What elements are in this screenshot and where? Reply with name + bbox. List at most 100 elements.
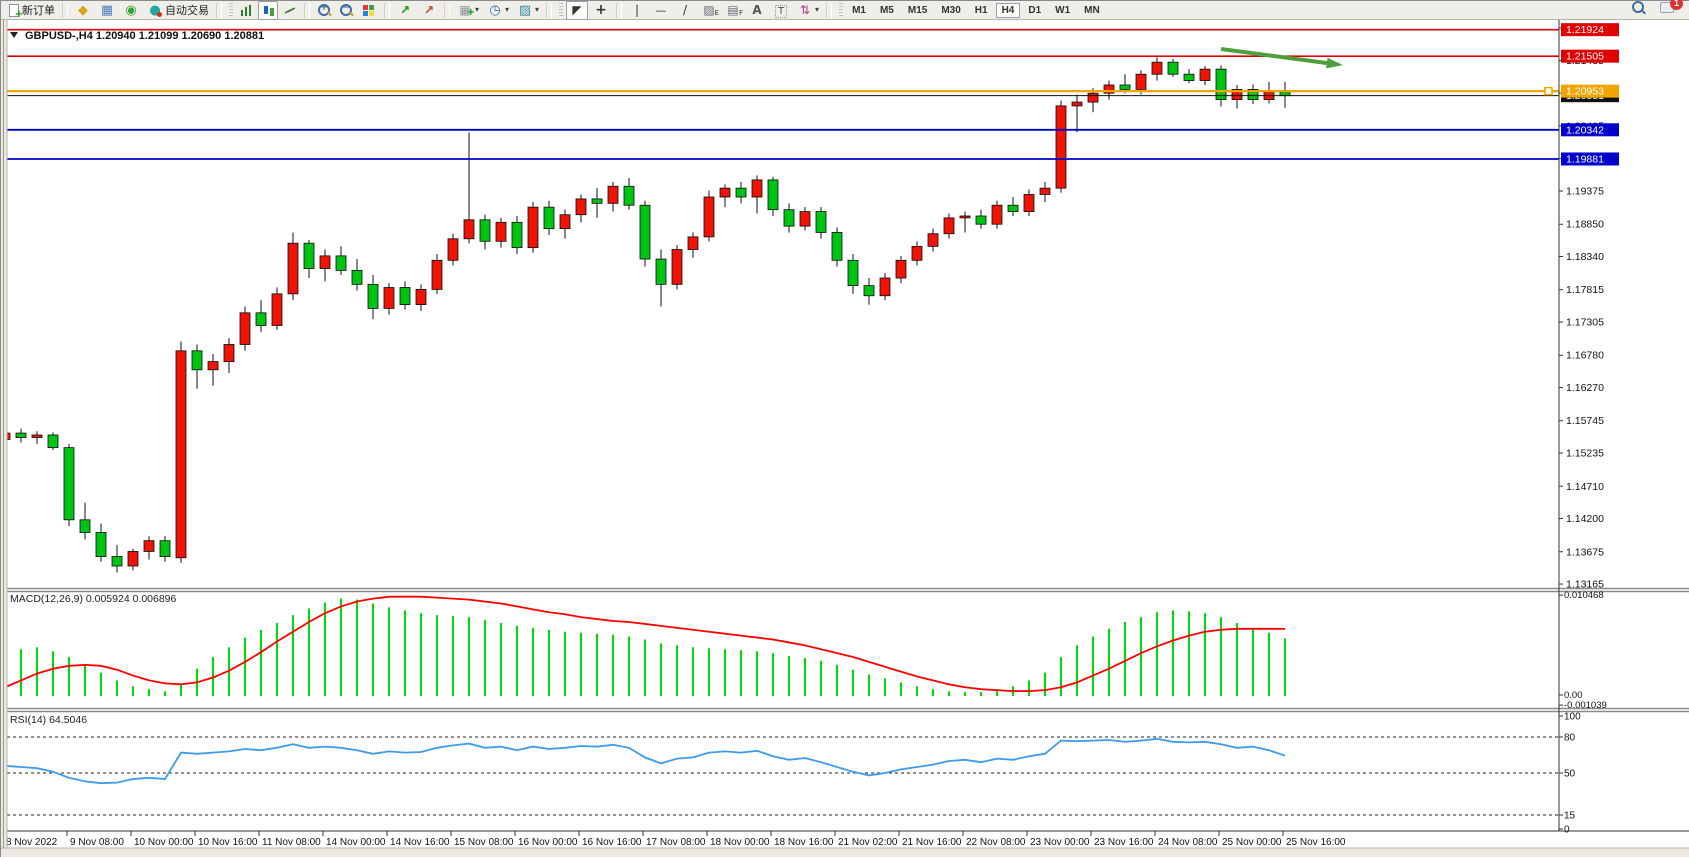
resistance-lower-price-badge (1561, 49, 1619, 63)
pane-separator[interactable] (1, 587, 1689, 593)
toolbar-group-dropdowns: ▾ ▾ ▾ (454, 1, 542, 20)
candle-body (255, 312, 267, 326)
bar-chart-mode-button[interactable] (236, 1, 256, 20)
search-icon (1630, 0, 1646, 15)
candle-body (479, 219, 491, 242)
new-order-button[interactable]: 新订单 (5, 0, 58, 20)
order-line-marker[interactable] (1544, 86, 1553, 96)
search-button[interactable] (1630, 0, 1646, 20)
fibonacci-icon (725, 3, 743, 21)
candle-body (543, 206, 555, 230)
candle-body (111, 556, 123, 567)
timeframe-mn-button[interactable]: MN (1084, 4, 1100, 16)
timeframe-h4-button[interactable]: H4 (995, 2, 1021, 18)
rsi-axis-label: 100 (1564, 712, 1581, 723)
candle-body (863, 285, 875, 297)
zoom-in-icon: + (317, 3, 331, 18)
candle-body (399, 287, 411, 306)
notifications-button[interactable]: 1 (1660, 0, 1683, 20)
candle-body (1167, 61, 1179, 75)
timeframe-d1-button[interactable]: D1 (1028, 4, 1042, 16)
time-axis-label: 16 Nov 00:00 (518, 837, 578, 848)
toolbar-right: 1 (1630, 0, 1683, 20)
cursor-button[interactable] (566, 0, 589, 20)
candle-body (431, 259, 443, 290)
toolbar-separator (444, 2, 450, 18)
toolbar-grip (559, 3, 564, 17)
time-axis-label: 21 Nov 16:00 (902, 837, 962, 848)
toolbar-group-panels: 自动交易 (72, 0, 212, 20)
text-label-button[interactable] (770, 1, 792, 20)
trendline-button[interactable] (674, 1, 696, 20)
tile-windows-button[interactable] (358, 1, 380, 20)
candle-body (591, 198, 603, 204)
equidistant-channel-button[interactable] (698, 1, 720, 21)
new-order-icon (8, 3, 23, 20)
arrow-objects-button[interactable]: ▾ (794, 1, 822, 20)
time-axis: 8 Nov 2022 9 Nov 08:00 10 Nov 00:00 10 Nov … (1, 830, 1689, 848)
trendline-icon (677, 3, 693, 18)
templates-icon (517, 3, 533, 18)
time-axis-label: 25 Nov 00:00 (1222, 837, 1282, 848)
fibonacci-button[interactable] (722, 1, 744, 21)
candle-chart-mode-button[interactable] (258, 0, 278, 20)
zoom-out-button[interactable]: − (336, 1, 356, 20)
candle-body (95, 532, 107, 557)
symbol-dropdown-icon[interactable] (10, 32, 18, 38)
candle-body (1279, 91, 1291, 97)
templates-dropdown-caret[interactable]: ▾ (535, 5, 540, 14)
time-axis-label: 22 Nov 08:00 (966, 837, 1026, 848)
candlestick-series (0, 57, 1291, 573)
indicators-icon (397, 3, 413, 18)
timeframe-w1-button[interactable]: W1 (1055, 4, 1071, 16)
navigator-button[interactable] (120, 1, 142, 20)
candle-body (927, 233, 939, 247)
macd-axis-label: -0.001039 (1564, 700, 1607, 711)
line-chart-mode-button[interactable] (280, 1, 300, 20)
market-watch-button[interactable] (72, 1, 94, 20)
candle-body (847, 259, 859, 287)
toolbar-group-indicators (394, 1, 440, 20)
trend-arrow[interactable] (1220, 47, 1343, 69)
candle-body (879, 277, 891, 297)
horizontal-line-button[interactable] (650, 1, 672, 20)
market-watch-icon (75, 3, 91, 18)
price-tick-label: 1.14710 (1566, 481, 1604, 493)
periods-button[interactable]: ▾ (484, 1, 512, 20)
candle-body (975, 215, 987, 225)
order-line-price-badge (1561, 84, 1619, 98)
timeframe-m30-button[interactable]: M30 (941, 4, 961, 16)
text-button[interactable] (746, 1, 768, 20)
timeframe-m15-button[interactable]: M15 (907, 4, 928, 16)
new-chart-button[interactable]: ▾ (454, 1, 482, 20)
crosshair-button[interactable] (590, 1, 612, 20)
periods-dropdown-caret[interactable]: ▾ (505, 5, 510, 14)
time-axis-label: 11 Nov 08:00 (262, 837, 321, 848)
zoom-in-button[interactable]: + (314, 1, 334, 20)
objects-list-button[interactable] (418, 1, 440, 20)
indicators-button[interactable] (394, 1, 416, 20)
toolbar-group-chart-modes (236, 0, 300, 20)
timeframe-h1-button[interactable]: H1 (974, 4, 988, 16)
autotrading-button[interactable]: 自动交易 (144, 0, 212, 20)
pane-separator[interactable] (1, 707, 1689, 713)
chart-window-button[interactable] (96, 1, 118, 20)
resistance-upper-price-badge (1561, 23, 1619, 37)
candle-body (639, 204, 651, 260)
templates-button[interactable]: ▾ (514, 1, 542, 20)
candle-body (1199, 68, 1211, 81)
candle-body (495, 221, 507, 242)
candle-body (575, 198, 587, 216)
new-chart-dropdown-caret[interactable]: ▾ (475, 5, 480, 14)
price-tick-label: 1.18850 (1566, 219, 1604, 231)
timeframe-m1-button[interactable]: M1 (852, 4, 866, 16)
candle-body (735, 187, 747, 198)
candle-body (175, 350, 187, 559)
vertical-line-button[interactable] (626, 1, 648, 20)
timeframe-m5-button[interactable]: M5 (879, 4, 894, 16)
candle-body (335, 255, 347, 271)
arrow-objects-dropdown-caret[interactable]: ▾ (815, 5, 820, 14)
